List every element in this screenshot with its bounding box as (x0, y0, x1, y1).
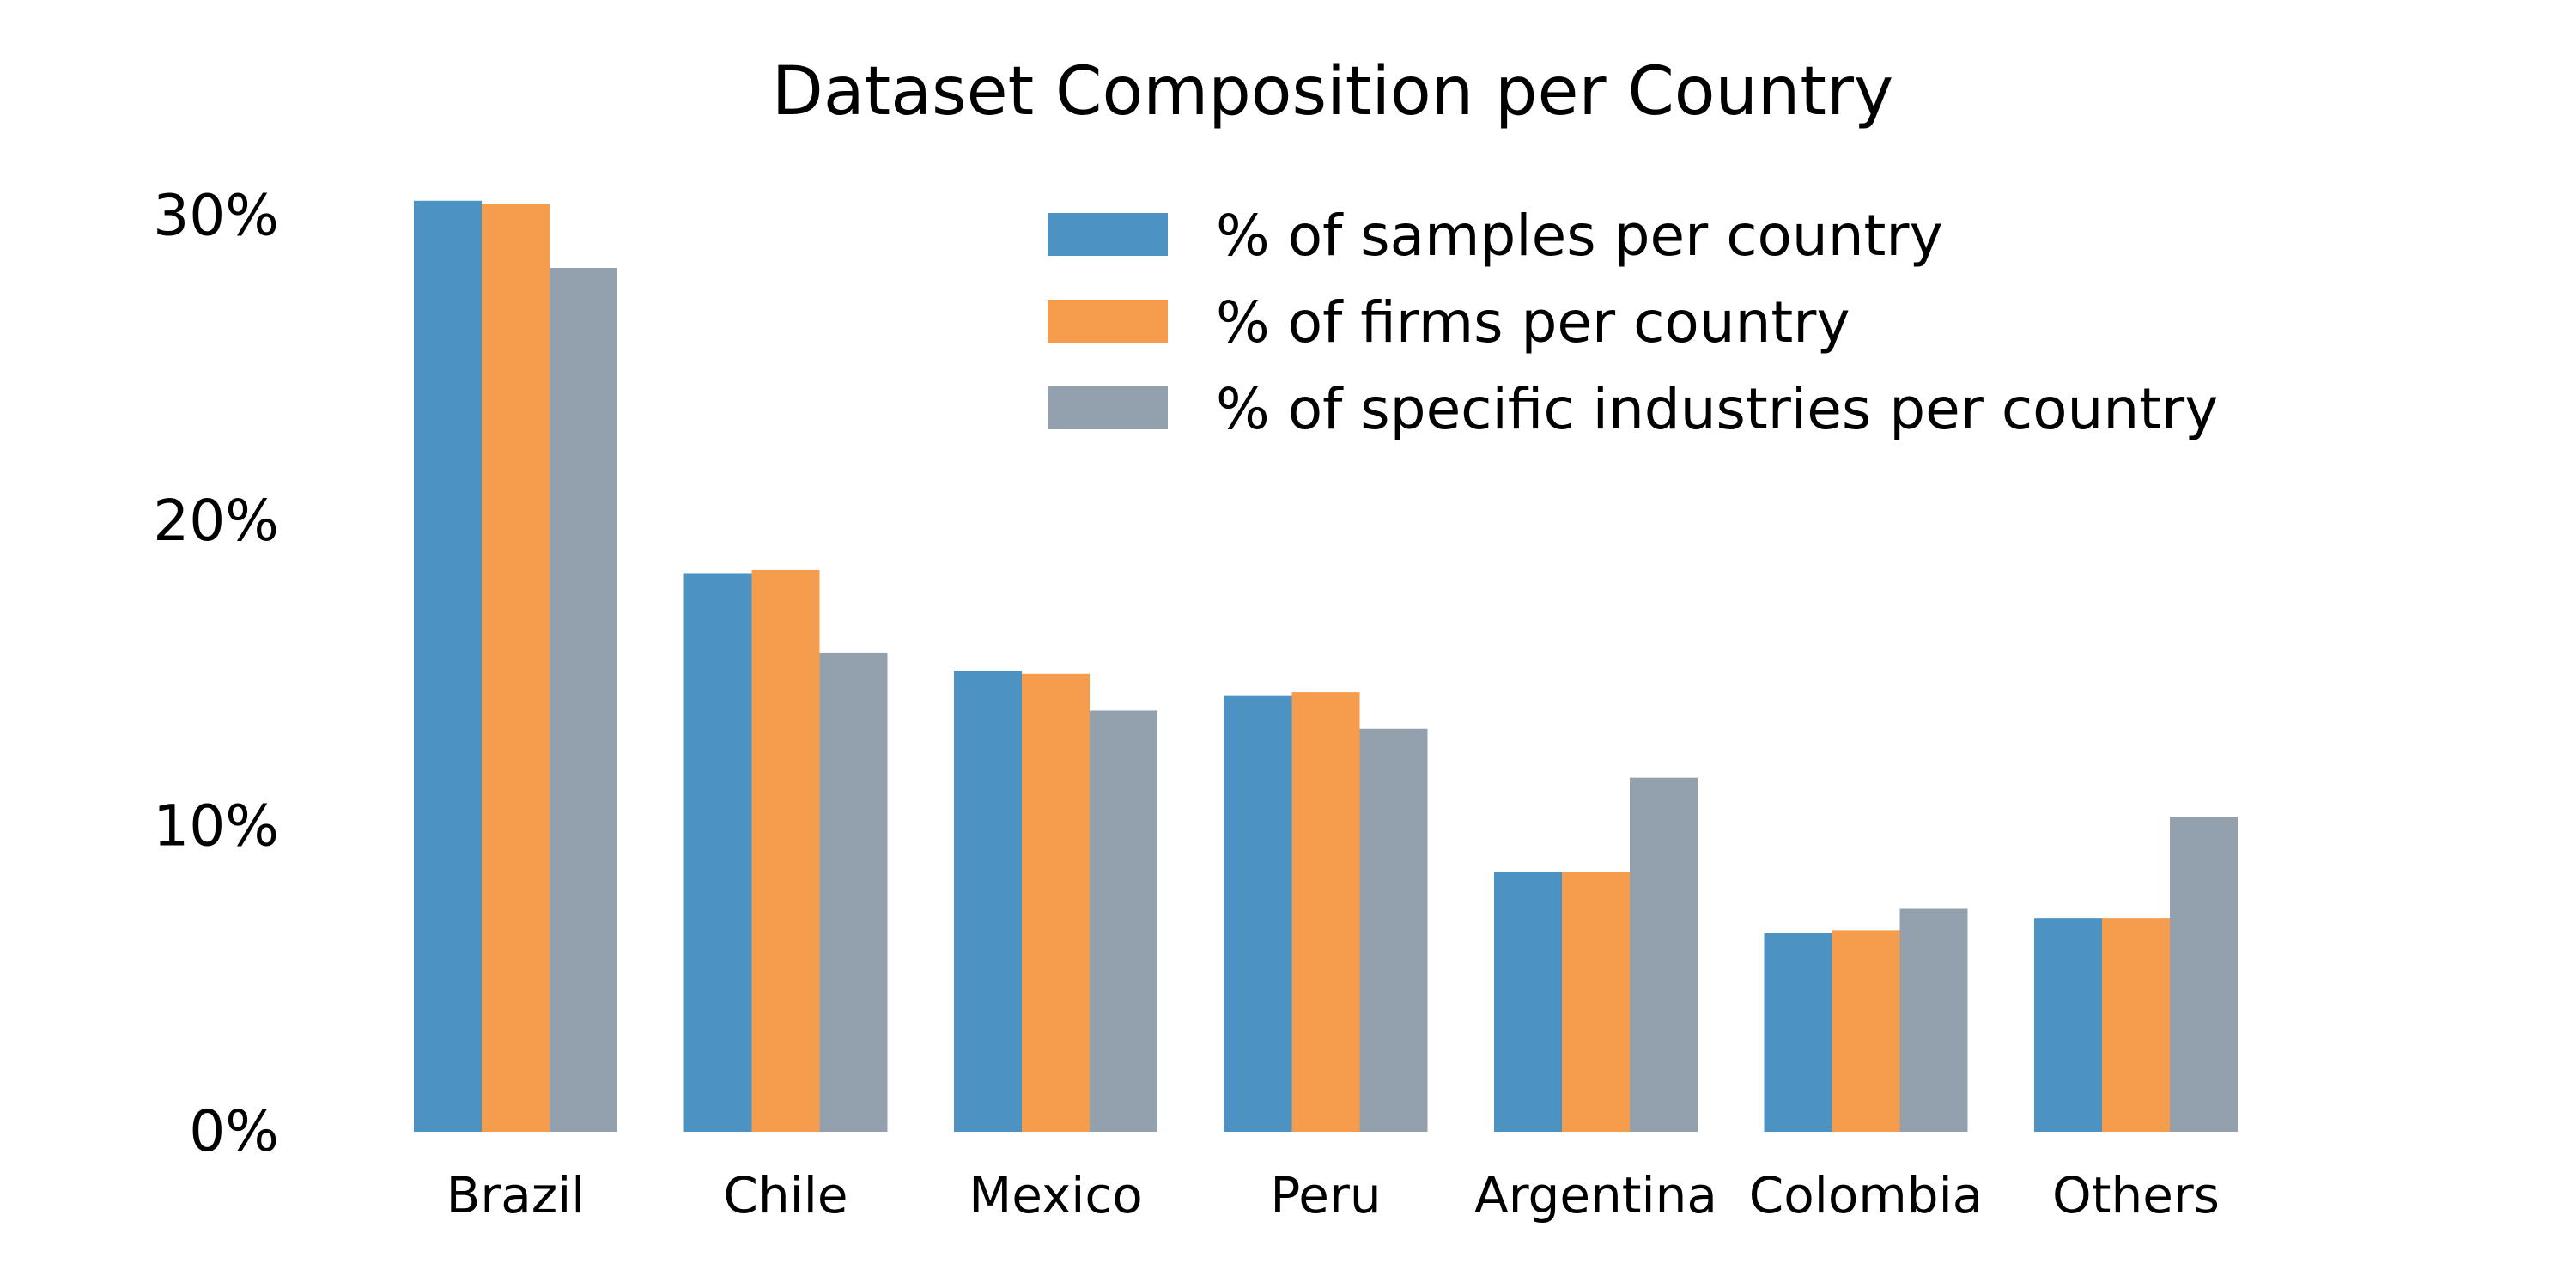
bar-group-brazil (414, 200, 617, 1132)
chart-title: Dataset Composition per Country (772, 53, 1893, 131)
x-tick-label: Others (2052, 1166, 2220, 1224)
bar-group-mexico (954, 671, 1157, 1132)
y-tick-label: 30% (153, 183, 279, 249)
bar-group-peru (1224, 692, 1428, 1132)
x-tick-label: Mexico (969, 1166, 1143, 1224)
legend-label: % of samples per country (1216, 203, 1943, 269)
y-axis-ticks: 0% 10% 20% 30% (153, 183, 279, 1164)
x-tick-label: Chile (723, 1166, 848, 1224)
legend-swatch (1048, 213, 1168, 256)
bar (1359, 728, 1428, 1132)
bar (2034, 918, 2102, 1132)
x-tick-label: Colombia (1749, 1166, 1984, 1224)
y-tick-label: 0% (189, 1098, 279, 1164)
x-tick-label: Argentina (1474, 1166, 1717, 1224)
bar (1291, 692, 1360, 1132)
bar-group-colombia (1764, 908, 1968, 1132)
bar (482, 204, 550, 1132)
legend-label: % of specific industries per country (1216, 376, 2218, 442)
legend-swatch (1048, 386, 1168, 429)
bar (1764, 933, 1832, 1132)
bar-group-others (2034, 817, 2238, 1132)
bar-groups (414, 200, 2238, 1132)
bar (954, 671, 1022, 1132)
bar (2102, 918, 2170, 1132)
bar (1090, 710, 1157, 1132)
x-tick-label: Peru (1270, 1166, 1381, 1224)
bar (1562, 872, 1630, 1132)
bar (1022, 673, 1090, 1132)
legend-label: % of firms per country (1216, 289, 1850, 355)
bar (1224, 695, 1292, 1132)
bar-group-argentina (1494, 777, 1698, 1132)
bar-group-chile (683, 569, 888, 1132)
bar (414, 200, 482, 1132)
x-tick-label: Brazil (447, 1166, 586, 1224)
bar (2170, 817, 2238, 1132)
bar (1899, 908, 1968, 1132)
bar (550, 267, 617, 1132)
bar (1494, 872, 1562, 1132)
x-axis-ticks: Brazil Chile Mexico Peru Argentina Colombia Ot… (447, 1166, 2220, 1224)
legend: % of samples per country % of firms per c… (1048, 203, 2218, 442)
bar (683, 573, 752, 1132)
bar (751, 569, 820, 1132)
y-tick-label: 10% (153, 793, 279, 860)
bar (819, 652, 888, 1132)
bar (1630, 777, 1698, 1132)
bar (1832, 930, 1900, 1132)
y-tick-label: 20% (153, 488, 279, 554)
legend-swatch (1048, 300, 1168, 343)
